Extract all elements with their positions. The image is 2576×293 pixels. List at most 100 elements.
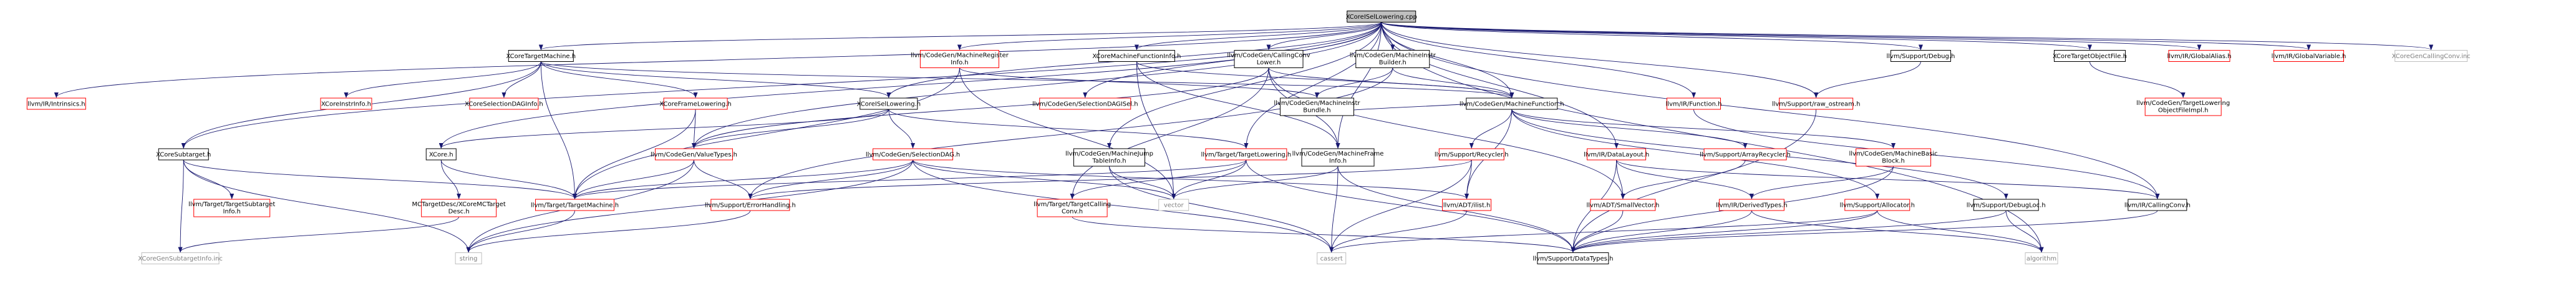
- graph-node-label: Bundle.h: [1303, 107, 1330, 114]
- graph-node-xmfi[interactable]: XCoreMachineFunctionInfo.h: [1092, 50, 1181, 62]
- graph-node-xinstr[interactable]: XCoreInstrInfo.h: [320, 97, 372, 110]
- edge-recycler-to-errh: [748, 159, 1472, 199]
- graph-node-box: [1347, 11, 1416, 22]
- graph-node-box: [1355, 50, 1430, 68]
- graph-node-label: llvm/CodeGen/ValueTypes.h: [651, 152, 737, 159]
- graph-node-label: string: [460, 256, 478, 262]
- graph-node-label: TableInfo.h: [1092, 158, 1126, 165]
- edge-valuetypes-to-ttm: [573, 159, 694, 199]
- edge-root-to-rawos: [1381, 22, 1819, 98]
- graph-node-xtof[interactable]: XCoreTargetObjectFile.h: [2053, 50, 2127, 62]
- graph-node-valuetypes[interactable]: llvm/CodeGen/ValueTypes.h: [651, 148, 737, 161]
- graph-node-dtypes[interactable]: llvm/IR/DerivedTypes.h: [1716, 199, 1788, 211]
- graph-node-errh[interactable]: llvm/Support/ErrorHandling.h: [705, 199, 796, 211]
- graph-node-box: [1442, 199, 1492, 211]
- graph-node-rawos[interactable]: llvm/Support/raw_ostream.h: [1772, 97, 1861, 110]
- edge-mfunc-to-arecycler: [1511, 109, 1748, 149]
- graph-node-box: [2053, 50, 2126, 62]
- edge-sdag-to-ilist: [913, 159, 1469, 199]
- edge-root-to-ccl: [1266, 22, 1382, 51]
- graph-node-box: [2273, 50, 2345, 62]
- graph-node-dloc[interactable]: llvm/Support/DebugLoc.h: [1967, 199, 2046, 211]
- graph-node-sdag[interactable]: llvm/CodeGen/SelectionDAG.h: [866, 148, 960, 161]
- graph-node-xframe[interactable]: XCoreFrameLowering.h: [659, 97, 732, 110]
- graph-node-tlof[interactable]: llvm/CodeGen/TargetLoweringObjectFileImp…: [2136, 97, 2230, 116]
- graph-node-xisel[interactable]: XCoreISelLowering.h: [857, 97, 921, 110]
- edge-root-to-function: [1381, 22, 1696, 98]
- graph-node-root[interactable]: XCoreISelLowering.cpp: [1346, 11, 1417, 22]
- graph-node-label: XCoreSubtarget.h: [156, 152, 211, 159]
- edge-arecycler-to-smallvec: [1620, 159, 1746, 199]
- graph-node-box: [2394, 50, 2468, 62]
- graph-node-xcoretm[interactable]: XCoreTargetMachine.h: [506, 50, 576, 62]
- graph-node-xcore[interactable]: XCore.h: [425, 148, 457, 161]
- graph-node-box: [455, 252, 482, 264]
- graph-node-dlayout[interactable]: llvm/IR/DataLayout.h: [1584, 148, 1649, 161]
- graph-node-sdisel[interactable]: llvm/CodeGen/SelectionDAGISel.h: [1032, 97, 1138, 110]
- graph-node-label: llvm/Support/Debug.h: [1886, 53, 1955, 60]
- graph-node-xsubinc: XCoreGenSubtargetInfo.inc: [138, 252, 223, 264]
- graph-node-intrinsics[interactable]: llvm/IR/Intrinsics.h: [26, 97, 86, 110]
- graph-node-recycler[interactable]: llvm/Support/Recycler.h: [1435, 148, 1509, 161]
- graph-node-tlower[interactable]: llvm/Target/TargetLowering.h: [1201, 148, 1292, 161]
- graph-node-label: llvm/CodeGen/MachineInstr: [1274, 100, 1360, 107]
- graph-node-box: [1301, 148, 1375, 167]
- graph-node-box: [1718, 199, 1784, 211]
- edge-root-to-xsub: [181, 22, 1382, 149]
- graph-node-arecycler[interactable]: llvm/Support/ArrayRecycler.h: [1700, 148, 1791, 161]
- graph-node-label: Info.h: [951, 59, 968, 66]
- edge-xcoretm-to-xframe: [540, 61, 698, 98]
- edge-mframe-to-vector: [1171, 166, 1339, 199]
- graph-node-ttm[interactable]: llvm/Target/TargetMachine.h: [531, 199, 619, 211]
- graph-node-ilist[interactable]: llvm/ADT/ilist.h: [1442, 199, 1492, 211]
- edge-xsub-to-string: [183, 159, 471, 253]
- edge-sdag-to-vector: [913, 159, 1176, 199]
- graph-node-function[interactable]: llvm/IR/Function.h: [1666, 97, 1722, 110]
- graph-node-galias[interactable]: llvm/IR/GlobalAlias.h: [2167, 50, 2231, 62]
- graph-node-label: llvm/Target/TargetSubtarget: [188, 201, 275, 208]
- graph-node-gvar[interactable]: llvm/IR/GlobalVariable.h: [2272, 50, 2346, 62]
- graph-node-label: llvm/IR/DerivedTypes.h: [1716, 202, 1788, 209]
- edge-ccl-to-tcc: [1070, 67, 1269, 199]
- edge-root-to-mri: [957, 22, 1382, 51]
- graph-node-box: [1317, 252, 1347, 264]
- graph-node-box: [2168, 50, 2230, 62]
- graph-node-mfunc[interactable]: llvm/CodeGen/MachineFunction.h: [1460, 97, 1564, 110]
- edge-xcore-to-mctd: [440, 159, 462, 199]
- graph-node-label: XCoreMachineFunctionInfo.h: [1092, 53, 1181, 60]
- graph-node-box: [1279, 97, 1354, 116]
- graph-node-callconv[interactable]: llvm/IR/CallingConv.h: [2124, 199, 2191, 211]
- graph-node-label: XCoreISelLowering.cpp: [1346, 14, 1417, 21]
- graph-node-label: Lower.h: [1257, 59, 1281, 66]
- edge-mri-to-ttm: [573, 67, 960, 199]
- edge-mib-to-mfunc: [1392, 67, 1514, 98]
- graph-node-box: [1856, 148, 1932, 167]
- edge-xcoretm-to-mfunc: [540, 61, 1514, 98]
- graph-node-datatypes[interactable]: llvm/Support/DataTypes.h: [1533, 252, 1613, 264]
- graph-node-alloc[interactable]: llvm/Support/Allocator.h: [1840, 199, 1915, 211]
- graph-node-xsdag[interactable]: XCoreSelectionDAGInfo.h: [465, 97, 543, 110]
- graph-node-label: XCoreFrameLowering.h: [659, 101, 731, 108]
- graph-node-cassert: cassert: [1317, 252, 1347, 264]
- graph-node-label: Info.h: [223, 209, 241, 216]
- graph-node-box: [663, 97, 728, 110]
- edge-root-to-dlayout: [1381, 22, 1619, 149]
- graph-node-label: llvm/CodeGen/CallingConv: [1227, 52, 1310, 59]
- graph-node-label: llvm/Support/ErrorHandling.h: [705, 202, 796, 209]
- graph-node-label: llvm/Target/TargetLowering.h: [1201, 152, 1292, 159]
- graph-node-box: [710, 199, 790, 211]
- graph-node-debug[interactable]: llvm/Support/Debug.h: [1886, 50, 1955, 62]
- graph-node-box: [1466, 97, 1558, 110]
- graph-node-xsub[interactable]: XCoreSubtarget.h: [156, 148, 211, 161]
- graph-node-smallvec[interactable]: llvm/ADT/SmallVector.h: [1586, 199, 1659, 211]
